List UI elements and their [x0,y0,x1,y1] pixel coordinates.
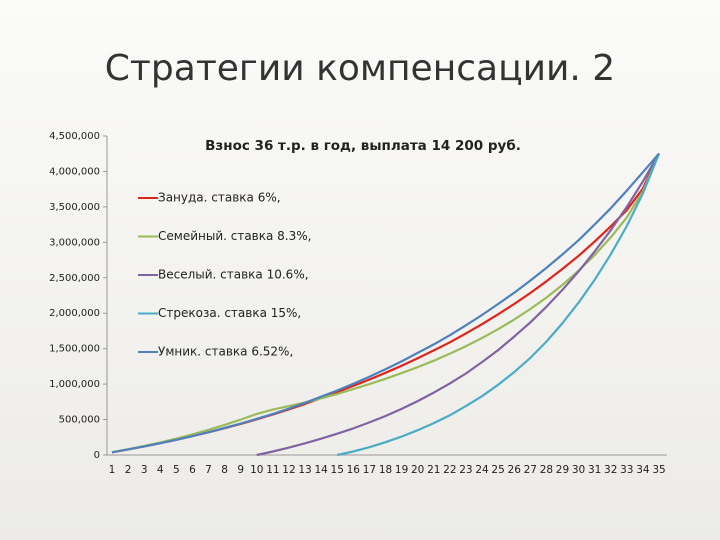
x-tick-label: 17 [363,464,376,476]
x-tick-label: 11 [266,464,279,476]
x-tick-label: 15 [331,464,344,476]
y-tick-label: 2,000,000 [49,308,100,319]
x-tick-label: 34 [636,464,650,476]
x-tick-label: 14 [314,464,328,476]
x-tick-label: 6 [189,464,196,476]
y-tick-label: 3,000,000 [49,237,100,248]
legend-label: Зануда. ставка 6%, [158,191,281,205]
y-tick-label: 500,000 [59,415,100,426]
x-tick-label: 10 [250,464,263,476]
x-tick-label: 13 [298,464,311,476]
x-tick-label: 5 [173,464,180,476]
x-tick-label: 16 [347,464,361,476]
y-tick-label: 2,500,000 [49,273,100,284]
x-tick-label: 32 [604,464,617,476]
series-line [111,153,661,454]
x-tick-label: 24 [475,464,489,476]
x-tick-label: 35 [652,464,665,476]
legend-label: Умник. ставка 6.52%, [158,345,293,359]
y-tick-label: 4,000,000 [49,166,100,177]
x-tick-label: 3 [141,464,148,476]
x-tick-label: 23 [459,464,472,476]
x-tick-label: 29 [556,464,569,476]
chart-title: Взнос 36 т.р. в год, выплата 14 200 руб. [205,138,521,154]
legend-label: Семейный. ставка 8.3%, [158,229,311,243]
x-tick-label: 19 [395,464,408,476]
x-tick-label: 12 [282,464,295,476]
x-tick-label: 1 [109,464,116,476]
x-tick-label: 2 [125,464,132,476]
x-tick-label: 8 [221,464,228,476]
series-line [111,152,660,454]
x-tick-label: 30 [572,464,585,476]
y-tick-label: 1,500,000 [49,344,100,355]
x-tick-label: 28 [540,464,553,476]
x-tick-label: 21 [427,464,440,476]
x-tick-label: 4 [157,464,164,476]
series-line [256,153,660,457]
series-line [336,153,661,457]
x-tick-label: 22 [443,464,456,476]
x-tick-label: 31 [588,464,601,476]
x-tick-label: 25 [491,464,504,476]
y-tick-label: 0 [94,450,100,461]
x-tick-label: 7 [205,464,212,476]
y-tick-label: 3,500,000 [49,202,100,213]
legend-label: Стрекоза. ставка 15%, [158,306,301,320]
x-tick-label: 20 [411,464,424,476]
x-tick-label: 27 [524,464,537,476]
y-tick-label: 1,000,000 [49,379,100,390]
legend-label: Веселый. ставка 10.6%, [158,268,309,282]
x-tick-label: 9 [237,464,244,476]
slide-title: Стратегии компенсации. 2 [105,48,615,89]
x-tick-label: 33 [620,464,633,476]
x-tick-label: 18 [379,464,392,476]
y-tick-label: 4,500,000 [49,131,100,142]
x-tick-label: 26 [508,464,522,476]
